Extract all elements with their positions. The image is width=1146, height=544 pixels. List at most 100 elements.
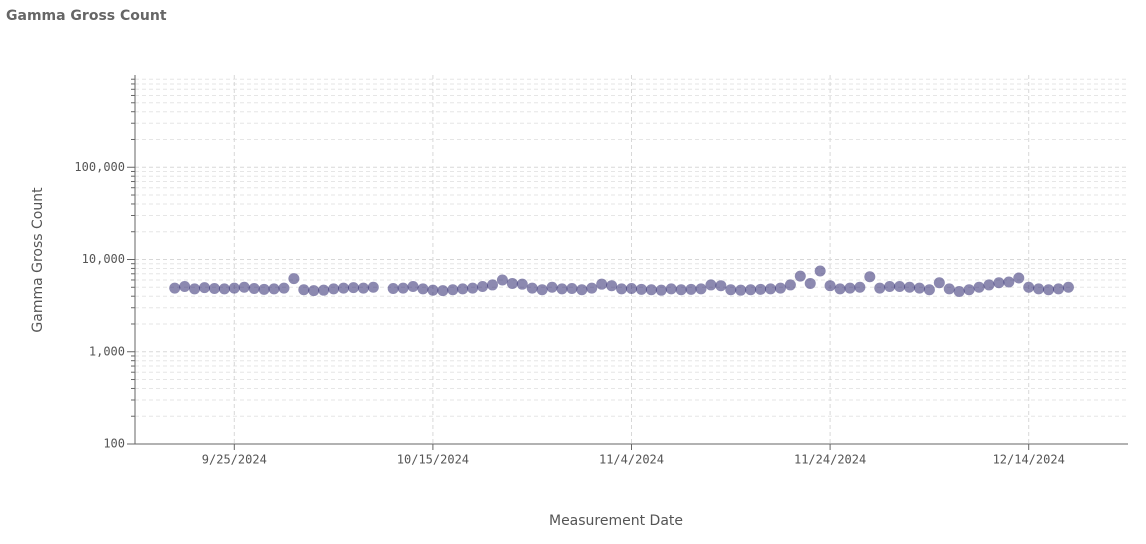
data-point xyxy=(993,277,1005,289)
data-point xyxy=(685,283,697,295)
data-point xyxy=(556,283,568,295)
data-point xyxy=(864,271,876,283)
data-point xyxy=(437,285,449,297)
data-point xyxy=(616,283,628,295)
data-point xyxy=(308,285,320,297)
data-point xyxy=(804,277,816,289)
data-point xyxy=(784,279,796,291)
data-point xyxy=(645,284,657,296)
data-point xyxy=(824,280,836,292)
data-point xyxy=(745,284,757,296)
x-axis-label: Measurement Date xyxy=(549,513,683,529)
data-point xyxy=(169,282,181,294)
data-point xyxy=(288,273,300,285)
x-tick-label: 11/24/2024 xyxy=(794,453,866,467)
data-point xyxy=(626,282,637,294)
data-point xyxy=(913,282,925,294)
data-point xyxy=(1033,283,1045,295)
data-point xyxy=(338,282,350,294)
data-point xyxy=(774,282,786,294)
data-point xyxy=(894,280,906,292)
data-point xyxy=(576,284,588,296)
data-point xyxy=(923,284,935,296)
data-point xyxy=(248,282,260,294)
data-point xyxy=(715,280,727,292)
x-tick-label: 9/25/2024 xyxy=(202,453,267,467)
data-point xyxy=(328,283,340,295)
chart-title: Gamma Gross Count xyxy=(6,8,167,24)
data-point xyxy=(874,282,886,294)
data-point xyxy=(1043,284,1055,296)
data-point xyxy=(208,282,220,294)
data-point xyxy=(983,279,995,291)
data-point xyxy=(635,283,647,295)
data-point xyxy=(1023,281,1035,293)
data-point xyxy=(457,283,469,295)
data-point xyxy=(904,281,916,293)
x-tick-label: 11/4/2024 xyxy=(599,453,664,467)
data-point xyxy=(397,282,409,294)
data-point xyxy=(844,282,856,294)
data-point xyxy=(238,281,250,293)
data-point xyxy=(268,283,280,295)
data-point xyxy=(655,284,667,296)
data-point xyxy=(606,280,618,292)
y-axis-label: Gamma Gross Count xyxy=(30,187,46,333)
data-point xyxy=(675,284,687,296)
y-tick-label: 100 xyxy=(103,437,125,451)
data-point xyxy=(566,282,578,294)
data-point xyxy=(407,280,419,292)
data-point xyxy=(218,283,230,295)
data-point xyxy=(794,270,806,282)
data-point xyxy=(357,282,369,294)
data-point xyxy=(695,283,707,295)
data-point xyxy=(486,279,498,291)
data-point xyxy=(318,284,330,296)
x-tick-label: 10/15/2024 xyxy=(397,453,469,467)
data-point xyxy=(179,280,191,292)
data-point xyxy=(755,283,767,295)
data-point xyxy=(973,281,985,293)
data-point xyxy=(1013,272,1025,284)
data-point xyxy=(189,283,201,295)
x-tick-label: 12/14/2024 xyxy=(993,453,1065,467)
data-point xyxy=(516,278,528,290)
data-point xyxy=(933,277,945,289)
data-point xyxy=(278,282,290,294)
data-point xyxy=(417,283,429,295)
data-point xyxy=(963,284,975,296)
data-point xyxy=(298,284,310,296)
data-point xyxy=(506,277,518,289)
data-point xyxy=(953,285,965,297)
data-point xyxy=(725,284,737,296)
data-point xyxy=(884,280,896,292)
data-point xyxy=(199,282,211,294)
data-point xyxy=(477,280,489,292)
data-point xyxy=(814,265,826,277)
data-point xyxy=(1062,281,1074,293)
data-point xyxy=(943,283,955,295)
data-point xyxy=(228,282,240,294)
data-point xyxy=(854,281,866,293)
data-point xyxy=(705,279,717,291)
data-point xyxy=(467,282,479,294)
y-tick-label: 100,000 xyxy=(74,160,125,174)
data-point xyxy=(596,278,608,290)
data-point xyxy=(526,282,538,294)
data-point xyxy=(427,284,439,296)
data-point xyxy=(665,283,677,295)
data-point xyxy=(586,282,598,294)
data-point xyxy=(496,274,508,286)
data-point xyxy=(546,281,558,293)
data-point xyxy=(447,284,459,296)
y-tick-label: 1,000 xyxy=(89,344,125,358)
data-point xyxy=(536,284,548,296)
data-point xyxy=(387,282,399,294)
data-point xyxy=(367,281,379,293)
data-point xyxy=(765,283,777,295)
data-point xyxy=(1052,283,1064,295)
data-point xyxy=(735,284,747,296)
data-point xyxy=(834,283,846,295)
data-point xyxy=(347,282,359,294)
